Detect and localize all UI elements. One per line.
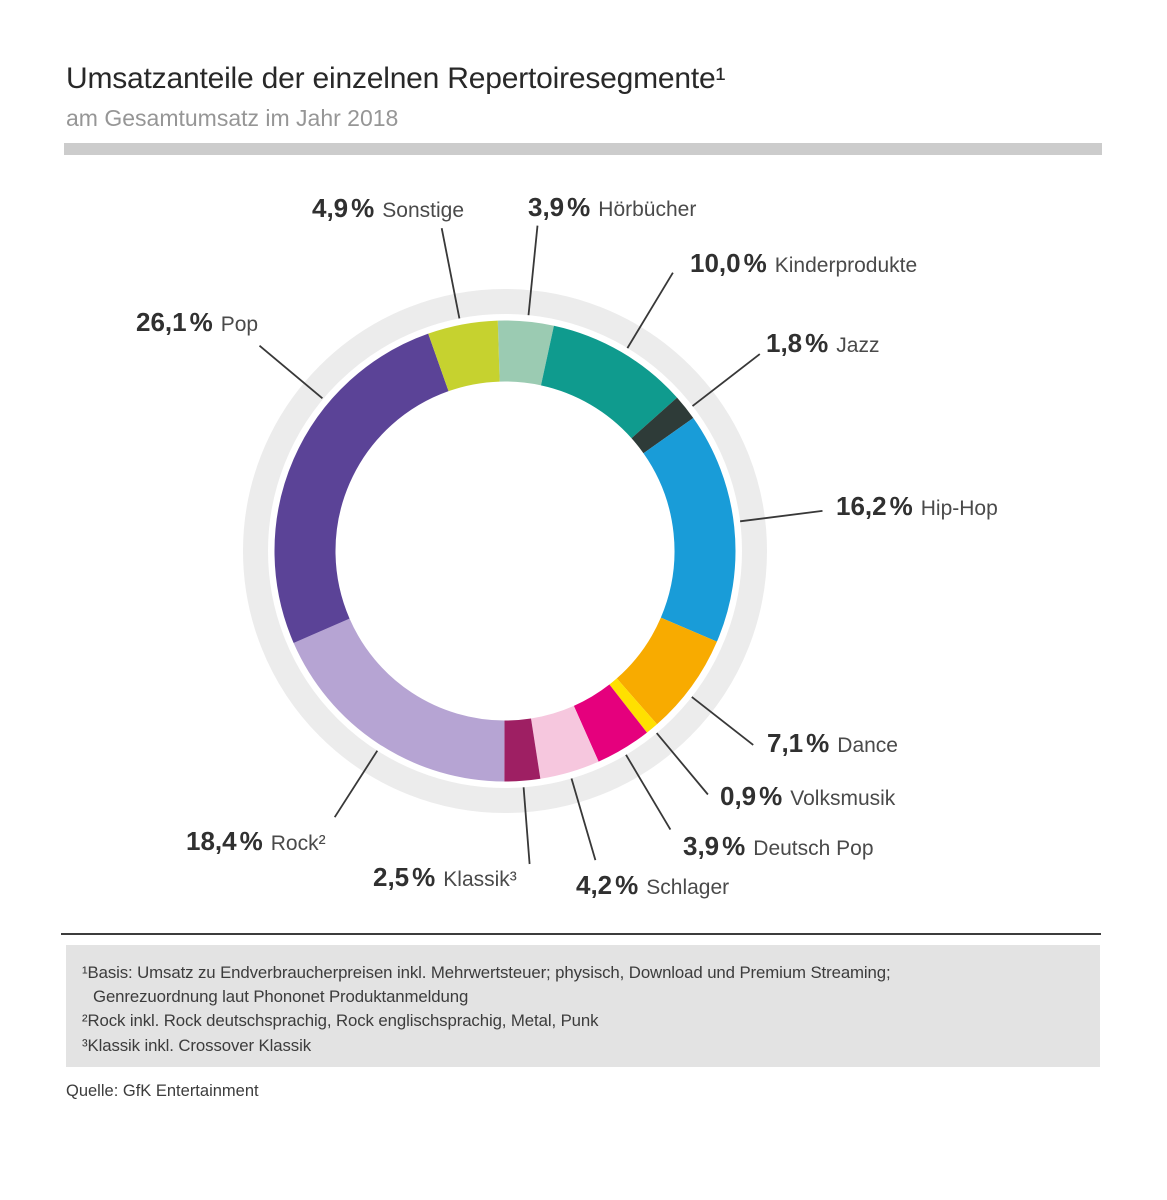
svg-text:2,5%Klassik³: 2,5% Klassik³ bbox=[373, 862, 517, 892]
svg-text:16,2%Hip-Hop: 16,2% Hip-Hop bbox=[836, 491, 998, 521]
svg-text:7,1%Dance: 7,1% Dance bbox=[767, 728, 898, 758]
svg-text:0,9%Volksmusik: 0,9% Volksmusik bbox=[720, 781, 896, 811]
svg-text:3,9%Hörbücher: 3,9% Hörbücher bbox=[528, 192, 696, 222]
svg-text:3,9%Deutsch Pop: 3,9% Deutsch Pop bbox=[683, 831, 874, 861]
svg-text:4,9%Sonstige: 4,9% Sonstige bbox=[312, 193, 464, 223]
svg-text:18,4%Rock²: 18,4% Rock² bbox=[186, 826, 326, 856]
svg-text:4,2%Schlager: 4,2% Schlager bbox=[576, 870, 729, 900]
svg-text:26,1%Pop: 26,1% Pop bbox=[136, 307, 258, 337]
svg-text:10,0%Kinderprodukte: 10,0% Kinderprodukte bbox=[690, 248, 917, 278]
svg-text:1,8%Jazz: 1,8% Jazz bbox=[766, 328, 879, 358]
